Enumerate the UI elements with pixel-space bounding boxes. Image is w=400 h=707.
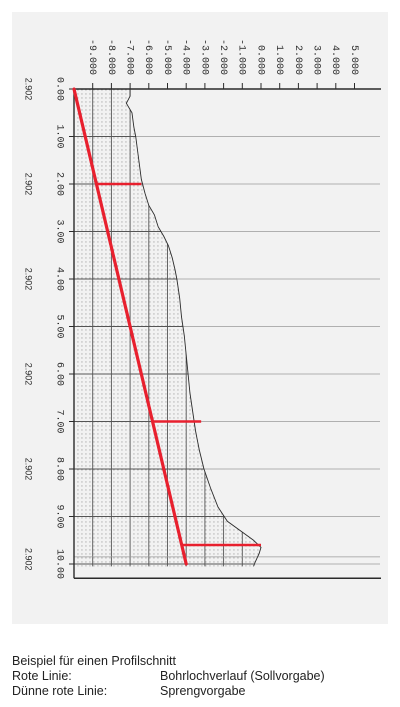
station-tick-label: 1.00 (53, 124, 64, 148)
side-label: 2.902 (24, 458, 34, 481)
offset-tick-label: -1.000 (236, 39, 247, 75)
offset-tick-label: 1.000 (273, 45, 284, 75)
offset-tick-label: -2.000 (217, 39, 228, 75)
offset-tick-label: -8.000 (105, 39, 116, 75)
station-tick-label: 9.00 (53, 504, 64, 528)
side-label: 2.902 (24, 363, 34, 386)
caption-title: Beispiel für einen Profilschnitt (12, 654, 176, 668)
caption-value: Sprengvorgabe (160, 684, 246, 698)
caption-value: Bohrlochverlauf (Sollvorgabe) (160, 669, 325, 683)
caption: Beispiel für einen Profilschnitt Rote Li… (12, 654, 325, 699)
station-tick-label: 3.00 (53, 219, 64, 243)
station-tick-label: 4.00 (53, 267, 64, 291)
offset-tick-label: -9.000 (86, 39, 97, 75)
offset-tick-label: -6.000 (142, 39, 153, 75)
offset-tick-label: 2.000 (292, 45, 303, 75)
station-tick-label: 2.00 (53, 172, 64, 196)
station-tick-label: 5.00 (53, 314, 64, 338)
caption-key: Dünne rote Linie: (12, 684, 108, 698)
offset-tick-label: -5.000 (161, 39, 172, 75)
station-tick-label: 10.00 (53, 549, 64, 579)
station-tick-label: 0.00 (53, 77, 64, 101)
offset-tick-label: 0.000 (254, 45, 265, 75)
side-label: 2.902 (24, 548, 34, 571)
side-label: 2.902 (24, 78, 34, 101)
station-tick-label: 7.00 (53, 409, 64, 433)
side-label: 2.902 (24, 173, 34, 196)
station-tick-label: 6.00 (53, 362, 64, 386)
profile-chart: -9.000 -8.000 -7.000 -6.000 -5.000 -4.000 -3.0… (24, 39, 381, 579)
terrain-profile-line (125, 89, 262, 567)
planned-borehole-line (72, 87, 188, 566)
offset-tick-label: -7.000 (123, 39, 134, 75)
offset-tick-label: -3.000 (198, 39, 209, 75)
offset-tick-label: -4.000 (180, 39, 191, 75)
station-tick-label: 8.00 (53, 457, 64, 481)
caption-key: Rote Linie: (12, 669, 72, 683)
offset-tick-label: 4.000 (329, 45, 340, 75)
side-label: 2.902 (24, 268, 34, 291)
offset-tick-label: 5.000 (348, 45, 359, 75)
offset-tick-label: 3.000 (310, 45, 321, 75)
caption-row-thin-red-line: Dünne rote Linie: Sprengvorgabe (12, 684, 325, 699)
caption-row-red-line: Rote Linie: Bohrlochverlauf (Sollvorgabe… (12, 669, 325, 684)
